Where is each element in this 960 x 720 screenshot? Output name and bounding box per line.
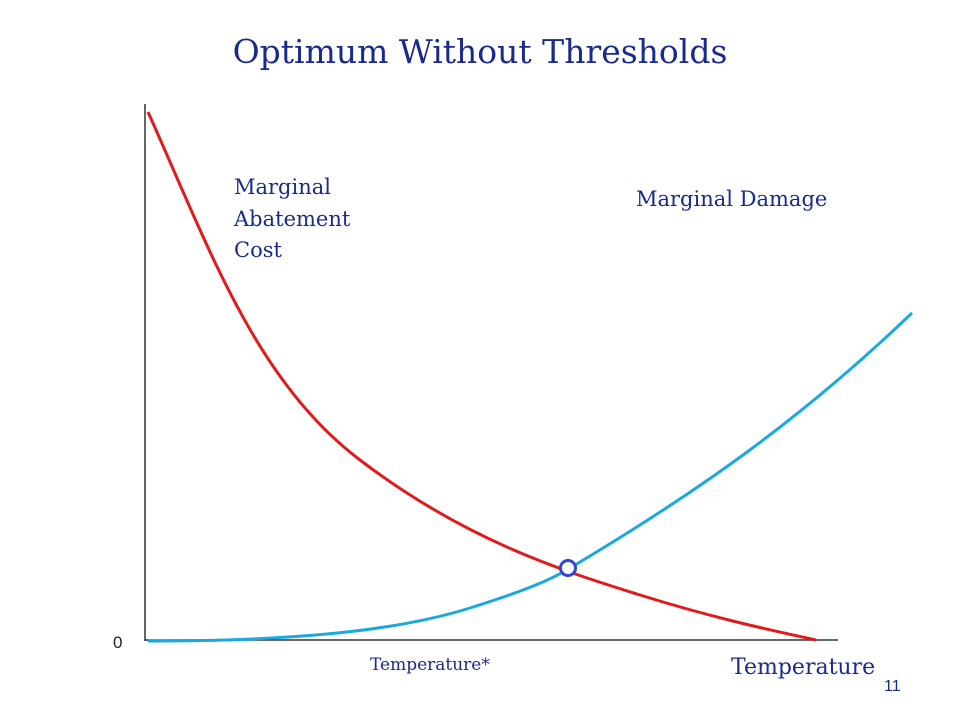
mac-label-line-1: Marginal: [234, 175, 331, 199]
page-number: 11: [884, 678, 901, 695]
marginal-damage-label: Marginal Damage: [636, 187, 828, 211]
optimum-point-marker: [559, 559, 577, 577]
origin-label: 0: [113, 633, 123, 652]
mac-label-line-3: Cost: [234, 238, 282, 262]
marginal-damage-curve: [147, 311, 914, 643]
x-axis-label: Temperature: [731, 655, 876, 680]
optimum-temperature-label: Temperature*: [370, 655, 490, 675]
marginal-abatement-cost-label: Marginal Abatement Cost: [234, 172, 394, 267]
mac-label-line-2: Abatement: [234, 206, 351, 231]
slide-title: Optimum Without Thresholds: [232, 32, 728, 71]
marginal-abatement-cost-curve: [146, 111, 817, 642]
